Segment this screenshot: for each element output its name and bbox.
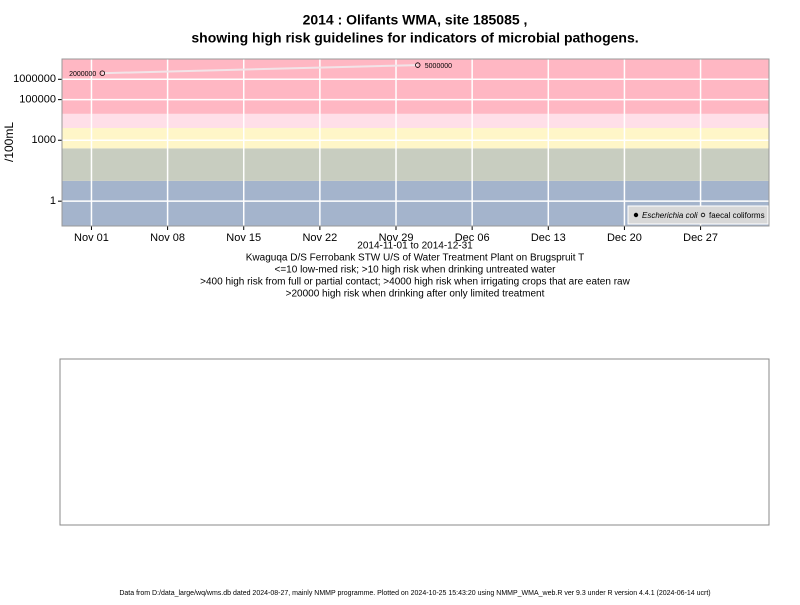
risk-band: [62, 148, 769, 181]
data-label: 2000000: [69, 71, 96, 78]
y-tick-label: 1: [50, 195, 56, 207]
series-line: [102, 64, 418, 75]
risk-band: [62, 128, 769, 149]
y-tick-label: 1000000: [13, 73, 56, 85]
risk-band: [62, 59, 769, 114]
x-tick-label: Nov 29: [379, 232, 414, 244]
x-tick-label: Nov 01: [74, 232, 109, 244]
risk-band: [62, 113, 769, 129]
chart-subtitle: showing high risk guidelines for indicat…: [191, 30, 638, 46]
x-tick-label: Dec 06: [455, 232, 490, 244]
data-label: 5000000: [425, 63, 452, 70]
legend-label: Escherichia coli: [642, 211, 698, 220]
x-axis-label: >20000 high risk when drinking after onl…: [286, 289, 545, 300]
x-tick-label: Dec 27: [683, 232, 718, 244]
empty-panel: [59, 358, 770, 526]
data-point: [99, 70, 106, 76]
x-tick-label: Dec 20: [607, 232, 642, 244]
footer: Data from D:/data_large/wq/wms.db dated …: [119, 590, 710, 597]
x-axis-label: Kwaguqa D/S Ferrobank STW U/S of Water T…: [246, 253, 584, 264]
x-tick-label: Dec 13: [531, 232, 566, 244]
x-tick-label: Nov 22: [302, 232, 337, 244]
x-axis-label: 2014-11-01 to 2014-12-31: [357, 241, 473, 252]
legend-box: [627, 205, 769, 225]
legend-label: faecal coliforms: [709, 211, 765, 220]
x-tick-label: Nov 15: [226, 232, 261, 244]
y-tick-label: 100000: [19, 94, 56, 106]
x-axis-label: >400 high risk from full or partial cont…: [200, 277, 630, 288]
x-tick-label: Nov 08: [150, 232, 185, 244]
legend-symbol: [633, 212, 639, 218]
plot-frame: [61, 58, 770, 227]
y-axis-label: /100mL: [2, 122, 16, 162]
x-axis-label: <=10 low-med risk; >10 high risk when dr…: [275, 265, 557, 276]
chart-title: 2014 : Olifants WMA, site 185085 ,: [303, 12, 528, 28]
legend-symbol: [700, 212, 706, 218]
y-tick-label: 1000: [32, 134, 56, 146]
data-point: [415, 62, 421, 68]
